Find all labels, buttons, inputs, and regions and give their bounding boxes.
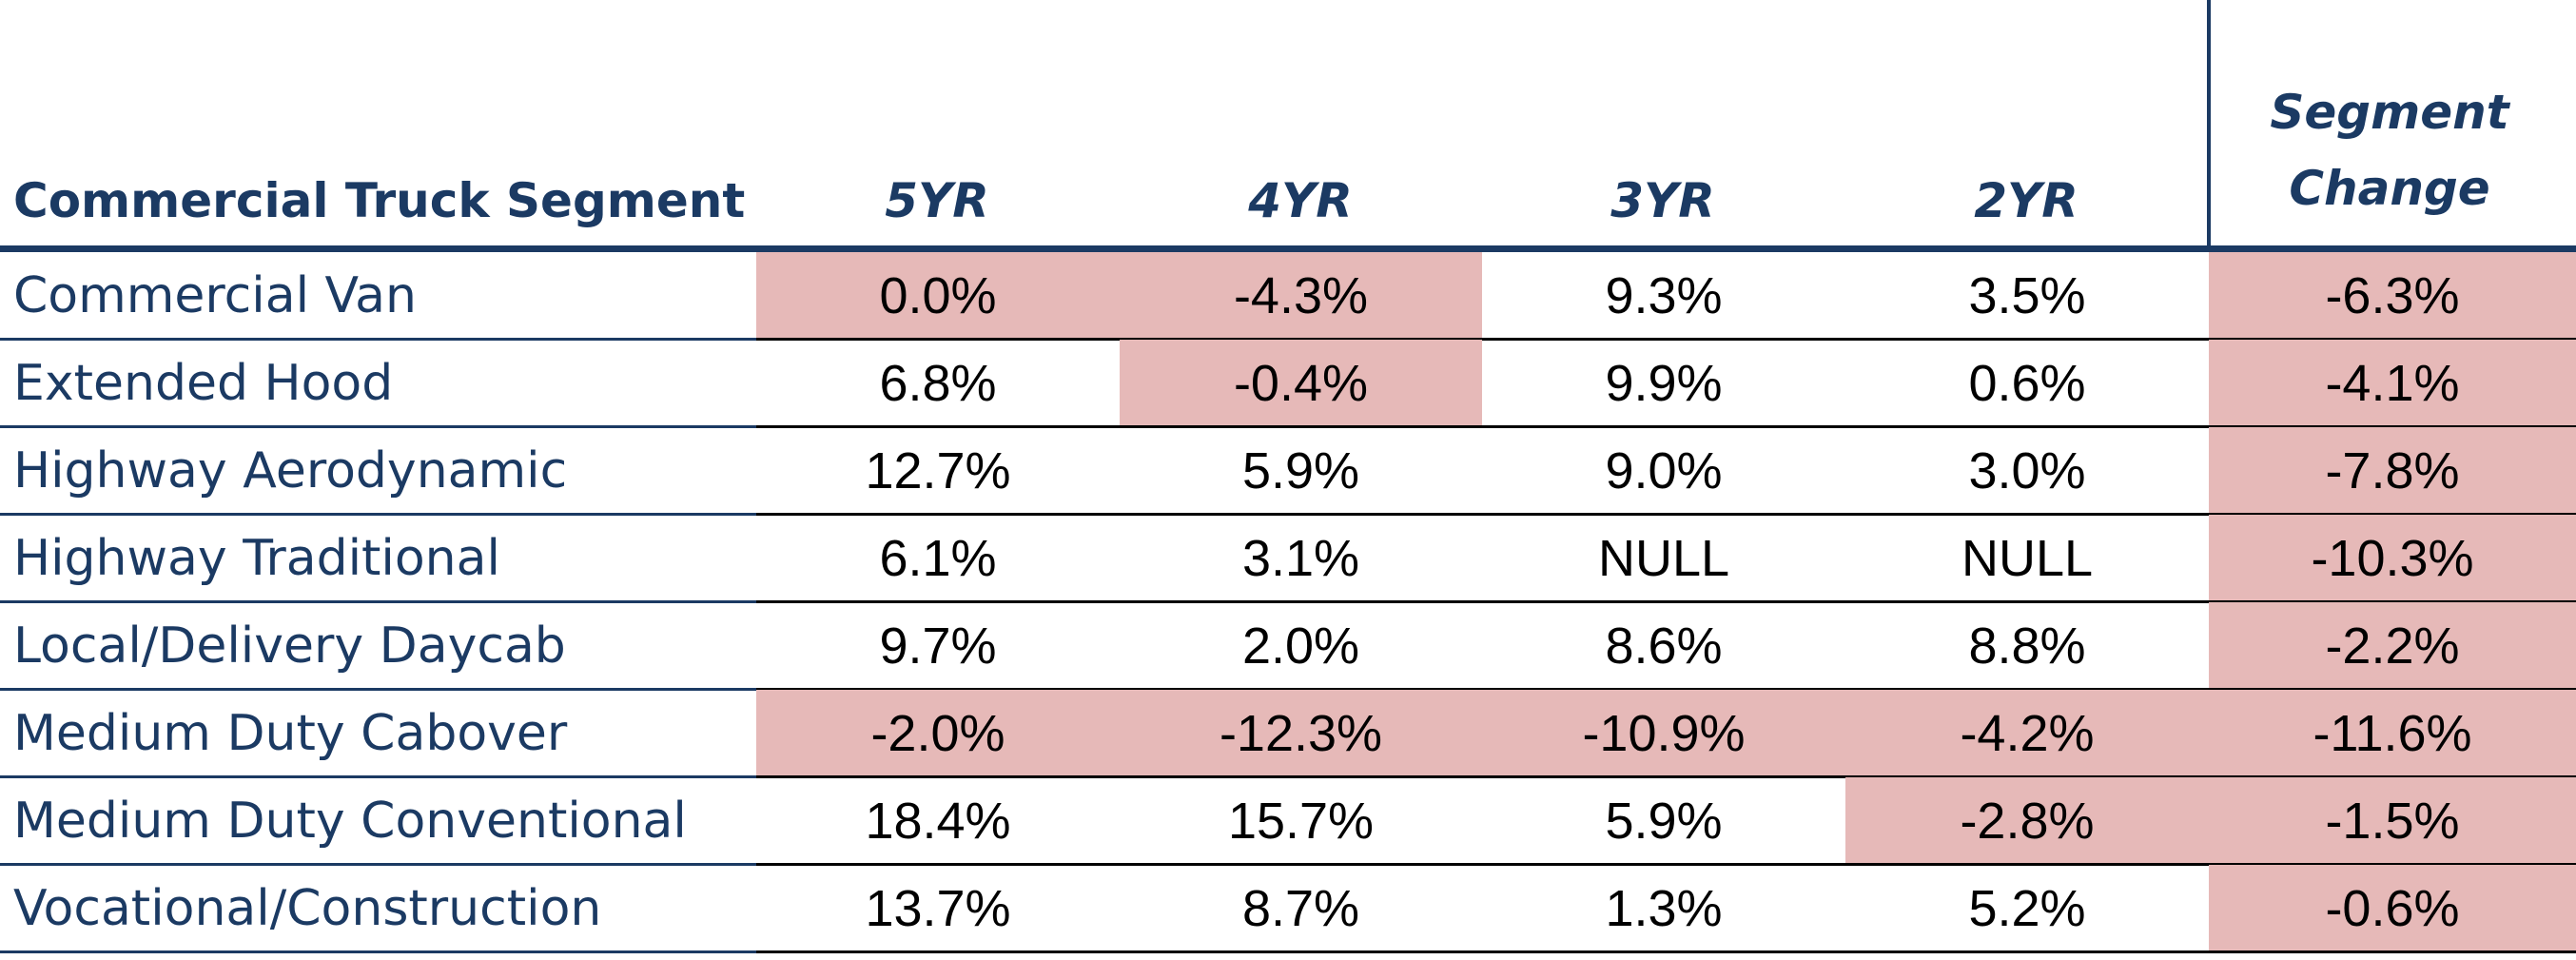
cell-4yr: 2.0%	[1241, 617, 1360, 675]
cell-5yr: 6.8%	[879, 355, 997, 412]
cell-3yr: 9.9%	[1605, 355, 1723, 412]
cell-3yr: 1.3%	[1605, 880, 1723, 937]
cell-5yr: -2.0%	[756, 690, 1120, 777]
table-row: Commercial Van 0.0% -4.3% 9.3% 3.5% -6.3%	[0, 252, 2576, 340]
row-divider	[0, 775, 756, 778]
cell-5yr: 9.7%	[879, 617, 997, 675]
cell-2yr: 0.6%	[1968, 355, 2086, 412]
header-segment-change-line2: Change	[2289, 161, 2490, 216]
cell-2yr: 3.0%	[1968, 442, 2086, 500]
cell-4yr: 15.7%	[1227, 793, 1375, 850]
header-2yr: 2YR	[1974, 173, 2078, 228]
cell-5yr: 0.0%	[756, 252, 1120, 340]
table-row: Highway Aerodynamic 12.7% 5.9% 9.0% 3.0% -7.8…	[0, 427, 2576, 515]
table-row: Local/Delivery Daycab 9.7% 2.0% 8.6% 8.8% -2.…	[0, 602, 2576, 690]
cell-segment-change: -6.3%	[2209, 252, 2576, 340]
cell-3yr: 8.6%	[1605, 617, 1723, 675]
table-row: Medium Duty Conventional 18.4% 15.7% 5.9% -2…	[0, 777, 2576, 865]
row-divider	[0, 863, 756, 866]
cell-5yr: 13.7%	[865, 880, 1011, 937]
row-divider	[0, 688, 756, 691]
cell-4yr: -0.4%	[1120, 340, 1482, 427]
table-row: Vocational/Construction 13.7% 8.7% 1.3% 5.2%…	[0, 865, 2576, 952]
row-label: Vocational/Construction	[13, 880, 602, 937]
row-divider	[0, 600, 756, 603]
row-label: Medium Duty Cabover	[13, 705, 568, 762]
row-label: Extended Hood	[13, 355, 394, 412]
row-label: Commercial Van	[13, 267, 417, 324]
cell-5yr: 6.1%	[879, 530, 997, 587]
cell-3yr: NULL	[1597, 530, 1730, 587]
header-4yr: 4YR	[1248, 173, 1353, 228]
cell-segment-change: -1.5%	[2209, 777, 2576, 865]
header-segment-change-line1: Segment	[2270, 85, 2509, 140]
row-label: Local/Delivery Daycab	[13, 617, 566, 675]
cell-2yr: -2.8%	[1845, 777, 2209, 865]
row-divider	[0, 950, 756, 953]
cell-3yr: 9.3%	[1605, 267, 1723, 324]
row-divider	[756, 863, 2576, 866]
cell-segment-change: -4.1%	[2209, 340, 2576, 427]
cell-segment-change: -7.8%	[2209, 427, 2576, 515]
cell-5yr: 18.4%	[865, 793, 1011, 850]
table-row: Highway Traditional 6.1% 3.1% NULL NULL -10.3…	[0, 515, 2576, 602]
row-divider	[756, 513, 2576, 516]
row-divider	[756, 688, 2576, 691]
cell-segment-change: -0.6%	[2209, 865, 2576, 952]
table-row: Extended Hood 6.8% -0.4% 9.9% 0.6% -4.1%	[0, 340, 2576, 427]
cell-segment-change: -2.2%	[2209, 602, 2576, 690]
row-divider	[0, 513, 756, 516]
row-divider	[0, 425, 756, 428]
row-label: Medium Duty Conventional	[13, 793, 687, 850]
row-divider	[0, 338, 756, 341]
cell-2yr: 8.8%	[1968, 617, 2086, 675]
cell-4yr: -12.3%	[1120, 690, 1482, 777]
row-divider	[756, 950, 2576, 953]
header-3yr: 3YR	[1610, 173, 1715, 228]
row-divider	[756, 425, 2576, 428]
cell-2yr: NULL	[1961, 530, 2094, 587]
cell-segment-change: -11.6%	[2209, 690, 2576, 777]
row-label: Highway Aerodynamic	[13, 442, 568, 500]
cell-5yr: 12.7%	[865, 442, 1011, 500]
row-divider	[756, 600, 2576, 603]
header-5yr: 5YR	[885, 173, 989, 228]
cell-3yr: -10.9%	[1482, 690, 1845, 777]
row-label: Highway Traditional	[13, 530, 500, 587]
header-rule	[0, 245, 2576, 252]
cell-segment-change: -10.3%	[2209, 515, 2576, 602]
header-segment: Commercial Truck Segment	[13, 173, 746, 228]
cell-2yr: -4.2%	[1845, 690, 2209, 777]
row-divider	[756, 338, 2576, 341]
header-divider	[2207, 0, 2211, 249]
cell-4yr: 3.1%	[1241, 530, 1360, 587]
cell-3yr: 9.0%	[1605, 442, 1723, 500]
cell-4yr: -4.3%	[1120, 252, 1482, 340]
row-divider	[756, 775, 2576, 778]
cell-4yr: 8.7%	[1241, 880, 1360, 937]
header-segment-change: Segment Change	[2209, 74, 2570, 226]
table-row: Medium Duty Cabover -2.0% -12.3% -10.9% -4.2…	[0, 690, 2576, 777]
cell-3yr: 5.9%	[1605, 793, 1723, 850]
cell-2yr: 5.2%	[1968, 880, 2086, 937]
cell-2yr: 3.5%	[1968, 267, 2086, 324]
cell-4yr: 5.9%	[1241, 442, 1360, 500]
